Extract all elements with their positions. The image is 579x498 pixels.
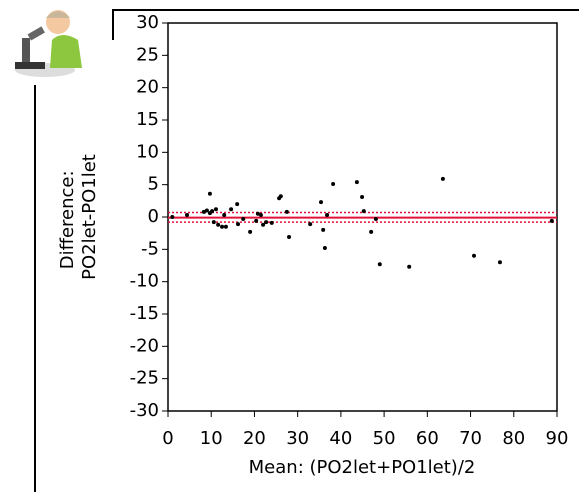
point xyxy=(204,208,209,213)
x-tick-label: 50 xyxy=(373,428,396,449)
x-tick-label: 60 xyxy=(416,428,439,449)
x-axis-label: Mean: (PO2let+PO1let)/2 xyxy=(249,457,476,478)
point xyxy=(235,202,240,207)
y-axis-label-line: PO2let-PO1let xyxy=(79,154,100,280)
point xyxy=(248,229,253,234)
point xyxy=(284,209,289,214)
point xyxy=(201,209,206,214)
y-tick-label: 30 xyxy=(136,12,159,33)
x-tick-label: 30 xyxy=(286,428,309,449)
point xyxy=(220,224,225,229)
y-tick-label: 5 xyxy=(148,174,159,195)
y-tick-label: -5 xyxy=(141,238,159,259)
point xyxy=(373,216,378,221)
point xyxy=(264,220,269,225)
y-tick-label: 10 xyxy=(136,141,159,162)
x-tick-label: 0 xyxy=(162,428,173,449)
point xyxy=(321,227,326,232)
point xyxy=(185,213,190,218)
point xyxy=(369,229,374,234)
scientist-icon xyxy=(15,10,82,77)
point xyxy=(325,213,330,218)
point xyxy=(210,209,215,214)
point xyxy=(331,182,336,187)
y-tick-label: 0 xyxy=(148,206,159,227)
point xyxy=(269,220,274,225)
point xyxy=(213,207,218,212)
point xyxy=(223,224,228,229)
x-tick-label: 80 xyxy=(502,428,525,449)
y-tick-label: 20 xyxy=(136,77,159,98)
point xyxy=(472,253,477,258)
x-tick-label: 20 xyxy=(243,428,266,449)
point xyxy=(377,262,382,267)
y-axis-label: Difference: PO2let-PO1let xyxy=(57,154,100,280)
point xyxy=(287,235,292,240)
y-tick-label: 15 xyxy=(136,109,159,130)
y-tick-label: -25 xyxy=(130,368,159,389)
y-tick-label: 25 xyxy=(136,44,159,65)
point xyxy=(360,194,365,199)
point xyxy=(211,220,216,225)
point xyxy=(278,194,283,199)
point xyxy=(308,222,313,227)
point xyxy=(216,222,221,227)
point xyxy=(440,176,445,181)
y-tick-label: -15 xyxy=(130,303,159,324)
point xyxy=(261,222,266,227)
y-axis-label-line: Difference: xyxy=(57,170,78,269)
y-tick-label: -30 xyxy=(130,400,159,421)
point xyxy=(497,260,502,265)
point xyxy=(361,209,366,214)
point xyxy=(229,207,234,212)
point xyxy=(354,180,359,185)
point xyxy=(236,222,241,227)
point xyxy=(319,200,324,205)
point xyxy=(207,191,212,196)
point xyxy=(241,216,246,221)
point xyxy=(549,218,554,223)
point xyxy=(170,215,175,219)
x-tick-label: 70 xyxy=(459,428,482,449)
point xyxy=(254,218,259,223)
x-tick-label: 90 xyxy=(546,428,569,449)
point xyxy=(255,211,260,216)
point xyxy=(407,264,412,269)
x-tick-label: 10 xyxy=(200,428,223,449)
y-tick-label: -10 xyxy=(130,271,159,292)
point xyxy=(258,213,263,218)
point xyxy=(222,213,227,218)
point xyxy=(322,246,327,251)
x-tick-label: 40 xyxy=(329,428,352,449)
y-tick-label: -20 xyxy=(130,335,159,356)
